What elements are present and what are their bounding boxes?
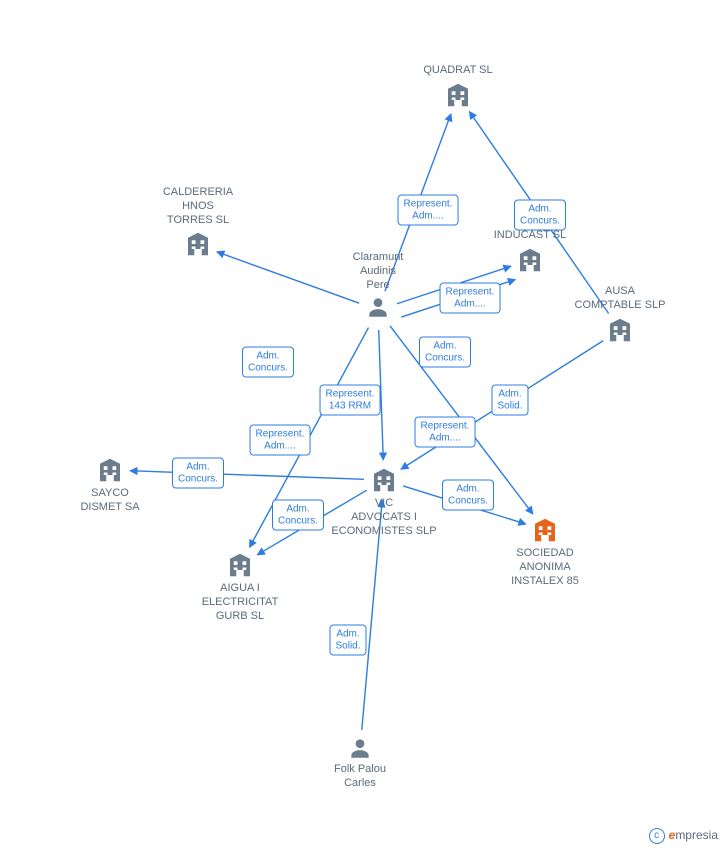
node-label: SOCIEDADANONIMAINSTALEX 85 <box>485 547 605 588</box>
edge-label: Adm.Concurs. <box>172 458 224 489</box>
node-label: AIGUA IELECTRICITATGURB SL <box>180 582 300 623</box>
building-icon <box>138 229 258 259</box>
node-label: CALDERERIAHNOSTORRES SL <box>138 186 258 227</box>
node-label: Folk PalouCarles <box>300 763 420 791</box>
edge-label: Adm.Concurs. <box>242 347 294 378</box>
diagram-canvas: Adm.Concurs. Represent.Adm.... Represent.A… <box>0 0 728 850</box>
edge-label: Represent.Adm.... <box>440 283 501 314</box>
copyright-icon: c <box>649 828 665 844</box>
edge-label: Adm.Concurs. <box>419 337 471 368</box>
node-caldereria[interactable]: CALDERERIAHNOSTORRES SL <box>138 186 258 259</box>
building-icon <box>485 515 605 545</box>
edge-label: Represent.143 RRM <box>320 385 381 416</box>
node-label: AUSACOMPTABLE SLP <box>560 285 680 313</box>
node-label: INDUCAST SL <box>470 229 590 243</box>
node-quadrat[interactable]: QUADRAT SL <box>398 64 518 110</box>
node-vic[interactable]: VICADVOCATS IECONOMISTES SLP <box>324 465 444 538</box>
building-icon <box>560 315 680 345</box>
node-aigua[interactable]: AIGUA IELECTRICITATGURB SL <box>180 550 300 623</box>
node-ausa[interactable]: AUSACOMPTABLE SLP <box>560 285 680 345</box>
edge-label: Adm.Concurs. <box>442 480 494 511</box>
edge-label: Adm.Solid. <box>491 385 528 416</box>
node-label: QUADRAT SL <box>398 64 518 78</box>
node-inducast[interactable]: INDUCAST SL <box>470 229 590 275</box>
building-icon <box>398 80 518 110</box>
person-icon <box>300 735 420 761</box>
person-icon <box>318 294 438 320</box>
node-carles[interactable]: Folk PalouCarles <box>300 735 420 791</box>
node-label: ClaramuntAudinisPere <box>318 251 438 292</box>
edge-label: Represent.Adm.... <box>398 195 459 226</box>
building-icon <box>324 465 444 495</box>
edge-label: Represent.Adm.... <box>415 417 476 448</box>
node-pere[interactable]: ClaramuntAudinisPere <box>318 251 438 320</box>
edges-layer <box>0 0 728 850</box>
edge-label: Adm.Concurs. <box>272 500 324 531</box>
building-icon <box>470 245 590 275</box>
building-icon <box>50 455 170 485</box>
edge-label: Adm.Concurs. <box>514 200 566 231</box>
node-label: SAYCODISMET SA <box>50 487 170 515</box>
edge-label: Represent.Adm.... <box>250 425 311 456</box>
footer-credit: cempresia <box>649 828 718 844</box>
building-icon <box>180 550 300 580</box>
node-instalex[interactable]: SOCIEDADANONIMAINSTALEX 85 <box>485 515 605 588</box>
brand-rest: mpresia <box>675 828 718 842</box>
edge-label: Adm.Solid. <box>329 625 366 656</box>
node-label: VICADVOCATS IECONOMISTES SLP <box>324 497 444 538</box>
node-sayco[interactable]: SAYCODISMET SA <box>50 455 170 515</box>
